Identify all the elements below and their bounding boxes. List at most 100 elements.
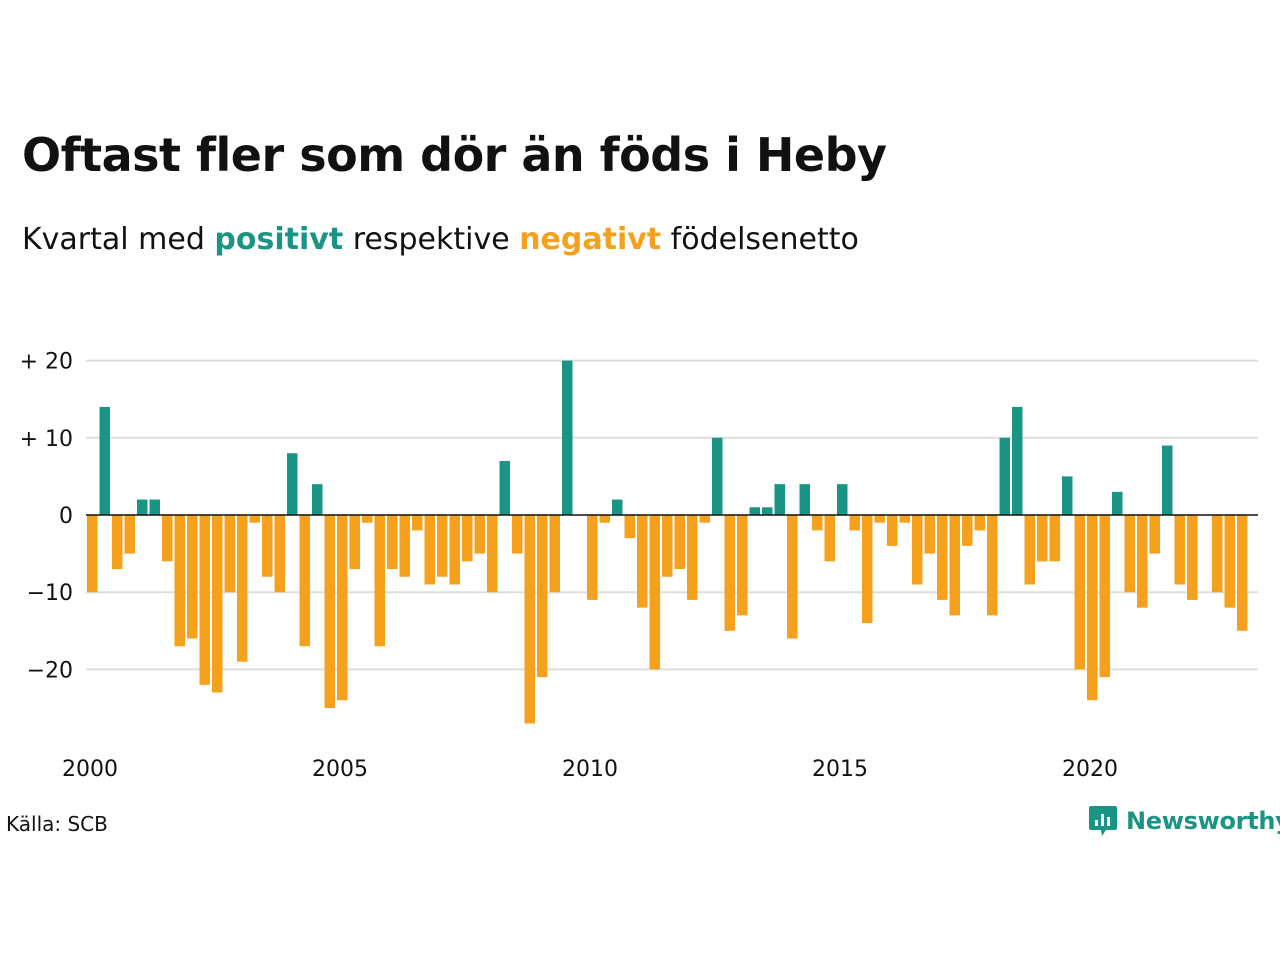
bar bbox=[587, 515, 598, 600]
bar bbox=[987, 515, 998, 616]
bar bbox=[749, 507, 760, 515]
y-tick-label: + 10 bbox=[20, 427, 73, 452]
bar bbox=[737, 515, 748, 616]
subtitle-suffix: födelsenetto bbox=[661, 222, 859, 257]
bar bbox=[612, 499, 623, 515]
bar bbox=[712, 437, 723, 515]
bar bbox=[424, 515, 435, 585]
bar bbox=[1187, 515, 1198, 600]
bar bbox=[274, 515, 285, 593]
bar bbox=[1037, 515, 1048, 562]
bar bbox=[237, 515, 248, 662]
bar bbox=[1012, 406, 1023, 515]
bar bbox=[1099, 515, 1110, 678]
bar bbox=[199, 515, 210, 685]
bar bbox=[1162, 445, 1173, 515]
bar bbox=[649, 515, 660, 670]
bar bbox=[1149, 515, 1160, 554]
bar bbox=[337, 515, 348, 701]
bar bbox=[174, 515, 185, 647]
subtitle-positive-label: positivt bbox=[214, 222, 344, 257]
bar bbox=[774, 484, 785, 515]
bar bbox=[837, 484, 848, 515]
bar bbox=[487, 515, 498, 593]
bar bbox=[1049, 515, 1060, 562]
newsworthy-logo-icon bbox=[1089, 806, 1117, 836]
bar bbox=[1224, 515, 1235, 608]
bar bbox=[449, 515, 460, 585]
bar bbox=[224, 515, 235, 593]
bar bbox=[699, 515, 710, 523]
bar bbox=[399, 515, 410, 577]
bar bbox=[1124, 515, 1135, 593]
x-tick-label: 2010 bbox=[562, 757, 618, 782]
chart-subtitle: Kvartal med positivt respektive negativt… bbox=[22, 222, 859, 257]
bar bbox=[512, 515, 523, 554]
y-tick-label: + 20 bbox=[20, 350, 73, 375]
bar bbox=[599, 515, 610, 523]
x-tick-label: 2000 bbox=[62, 757, 118, 782]
bar bbox=[187, 515, 198, 639]
bar bbox=[499, 460, 510, 515]
x-tick-label: 2015 bbox=[812, 757, 868, 782]
bar bbox=[249, 515, 260, 523]
y-tick-label: 0 bbox=[59, 504, 73, 529]
brand-name: Newsworthy bbox=[1126, 807, 1280, 835]
bar bbox=[349, 515, 360, 570]
bar bbox=[362, 515, 373, 523]
bar bbox=[1074, 515, 1085, 670]
bar bbox=[462, 515, 473, 562]
source-note: Källa: SCB bbox=[6, 812, 108, 836]
bar bbox=[874, 515, 885, 523]
bar bbox=[999, 437, 1010, 515]
bar bbox=[124, 515, 135, 554]
bar bbox=[887, 515, 898, 546]
bar bbox=[162, 515, 173, 562]
bar bbox=[799, 484, 810, 515]
bar bbox=[899, 515, 910, 523]
bar bbox=[662, 515, 673, 577]
bar bbox=[849, 515, 860, 531]
x-axis-labels: 2000 2005 2010 2015 2020 bbox=[62, 757, 1118, 782]
bar bbox=[87, 515, 98, 593]
subtitle-negative-label: negativt bbox=[519, 222, 662, 257]
y-tick-label: −10 bbox=[27, 581, 73, 606]
bar bbox=[687, 515, 698, 600]
bar bbox=[212, 515, 223, 693]
bar bbox=[824, 515, 835, 562]
bar bbox=[924, 515, 935, 554]
x-tick-label: 2005 bbox=[312, 757, 368, 782]
bar-chart: + 20 + 10 0 −10 −20 2000 2005 2010 2015 2020 bbox=[20, 350, 1258, 782]
bar bbox=[812, 515, 823, 531]
bar bbox=[562, 360, 573, 515]
bar bbox=[1174, 515, 1185, 585]
bar bbox=[624, 515, 635, 539]
bar bbox=[912, 515, 923, 585]
y-axis-labels: + 20 + 10 0 −10 −20 bbox=[20, 350, 73, 684]
bar bbox=[112, 515, 123, 570]
subtitle-prefix: Kvartal med bbox=[22, 222, 215, 257]
bar bbox=[299, 515, 310, 647]
subtitle-middle: respektive bbox=[343, 222, 520, 257]
bar bbox=[637, 515, 648, 608]
bar bbox=[374, 515, 385, 647]
bar bbox=[974, 515, 985, 531]
bar bbox=[787, 515, 798, 639]
bar bbox=[1087, 515, 1098, 701]
newsworthy-logo[interactable]: Newsworthy bbox=[1088, 804, 1280, 838]
bar bbox=[1212, 515, 1223, 593]
bar bbox=[524, 515, 535, 724]
bar bbox=[262, 515, 273, 577]
bar bbox=[99, 406, 110, 515]
y-tick-label: −20 bbox=[27, 658, 73, 683]
bar bbox=[387, 515, 398, 570]
bar bbox=[937, 515, 948, 600]
bar bbox=[674, 515, 685, 570]
bar bbox=[537, 515, 548, 678]
bar bbox=[862, 515, 873, 624]
bars bbox=[87, 360, 1248, 724]
bar bbox=[762, 507, 773, 515]
bar bbox=[1024, 515, 1035, 585]
bar bbox=[437, 515, 448, 577]
bar bbox=[474, 515, 485, 554]
